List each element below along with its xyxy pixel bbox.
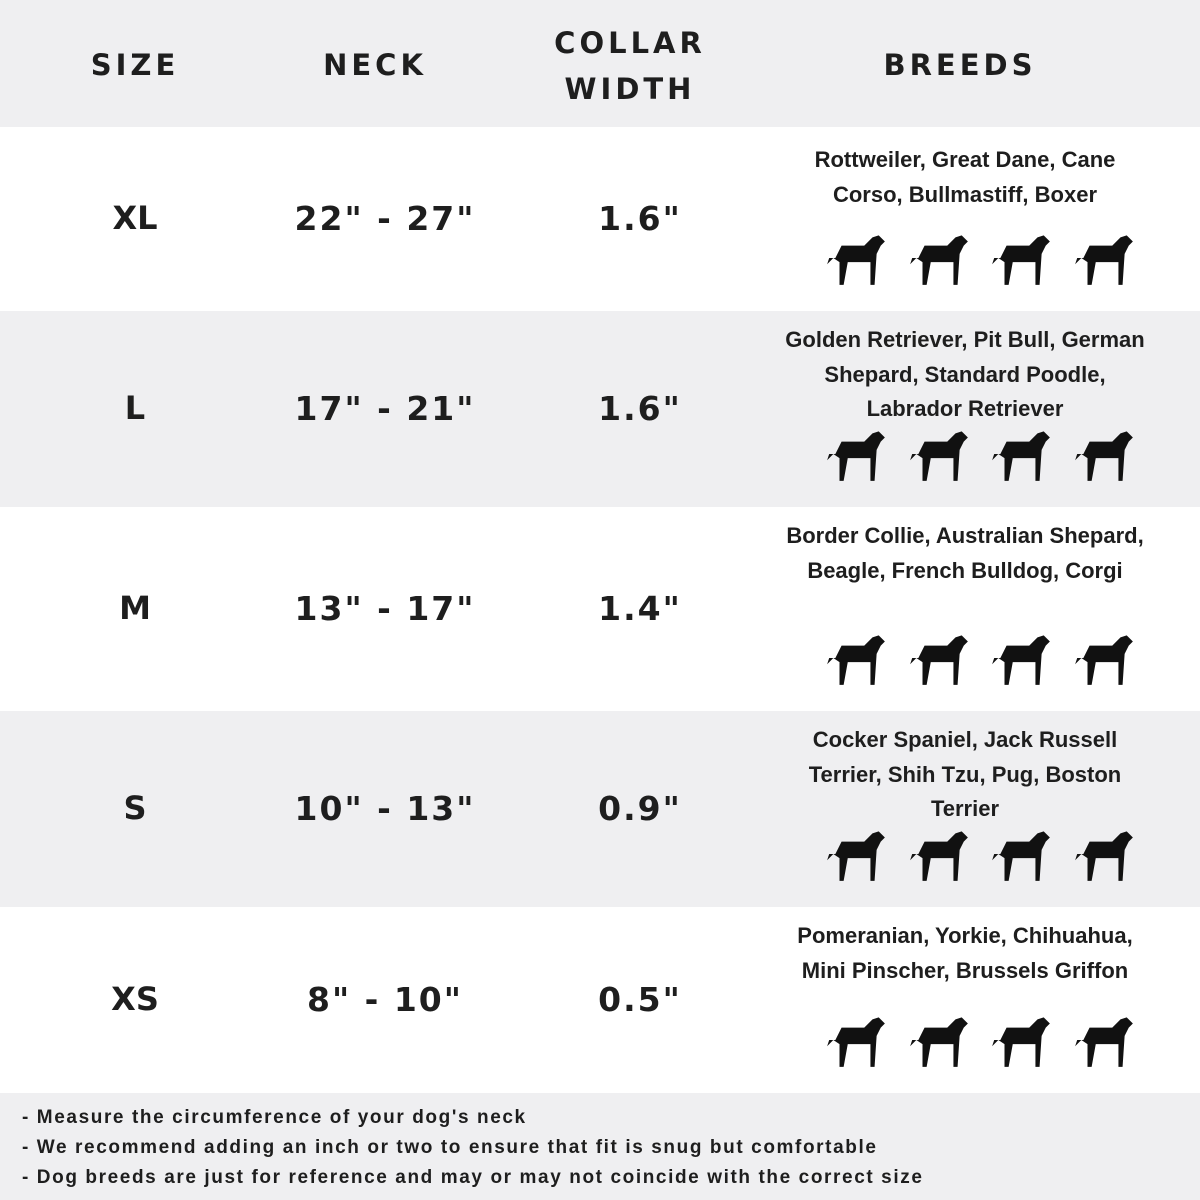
neck-range: 17" - 21" [294, 389, 476, 428]
dog-silhouettes [815, 817, 1145, 885]
pug-icon [1074, 831, 1133, 881]
table-header: SIZE NECK COLLAR WIDTH BREEDS [0, 0, 1200, 127]
corgi-icon [1074, 635, 1133, 685]
dog-silhouettes [815, 621, 1145, 689]
chihuahua-icon [992, 1017, 1051, 1067]
header-collar-width: COLLAR WIDTH [554, 26, 706, 106]
jack-russell-icon [909, 831, 968, 881]
breeds-list: Pomeranian, Yorkie, Chihuahua, Mini Pins… [797, 923, 1133, 983]
neck-range: 13" - 17" [294, 589, 476, 628]
size-value: S [123, 789, 147, 827]
french-bulldog-icon [992, 635, 1051, 685]
border-collie-icon [827, 635, 886, 685]
header-breeds: BREEDS [883, 48, 1037, 82]
beagle-icon [909, 635, 968, 685]
size-value: XL [112, 199, 158, 237]
note: - Measure the circumference of your dog'… [22, 1107, 527, 1128]
dog-silhouettes [815, 1003, 1145, 1071]
table-row: L 17" - 21" 1.6" Golden Retriever, Pit B… [0, 311, 1200, 507]
cocker-spaniel-icon [827, 831, 886, 881]
breeds-list: Cocker Spaniel, Jack Russell Terrier, Sh… [808, 727, 1122, 821]
german-shepherd-icon [1074, 431, 1133, 481]
table-row: S 10" - 13" 0.9" Cocker Spaniel, Jack Ru… [0, 711, 1200, 907]
labrador-icon [909, 431, 968, 481]
size-value: M [119, 589, 151, 627]
mini-pinscher-icon [1074, 1017, 1133, 1067]
note: - We recommend adding an inch or two to … [22, 1137, 878, 1158]
breeds-list: Golden Retriever, Pit Bull, German Shepa… [785, 327, 1145, 421]
dog-silhouettes [815, 417, 1145, 485]
size-value: L [124, 389, 146, 427]
neck-range: 10" - 13" [294, 789, 476, 828]
yorkie-icon [909, 1017, 968, 1067]
golden-retriever-icon [827, 431, 886, 481]
bullmastiff-icon [1074, 235, 1133, 285]
note: - Dog breeds are just for reference and … [22, 1167, 924, 1188]
table-row: XS 8" - 10" 0.5" Pomeranian, Yorkie, Chi… [0, 907, 1200, 1093]
rottweiler-icon [827, 235, 886, 285]
collar-width-value: 1.6" [598, 199, 682, 238]
neck-range: 8" - 10" [307, 980, 463, 1019]
collar-width-value: 0.5" [598, 980, 682, 1019]
breeds-list: Rottweiler, Great Dane, Cane Corso, Bull… [814, 147, 1116, 207]
dog-silhouettes [815, 221, 1145, 289]
notes-section: - Measure the circumference of your dog'… [0, 1093, 1200, 1200]
poodle-icon [992, 431, 1051, 481]
neck-range: 22" - 27" [294, 199, 476, 238]
collar-width-value: 1.4" [598, 589, 682, 628]
header-size: SIZE [90, 48, 180, 82]
great-dane-icon [909, 235, 968, 285]
breeds-list: Border Collie, Australian Shepard, Beagl… [786, 523, 1144, 583]
table-row: M 13" - 17" 1.4" Border Collie, Australi… [0, 507, 1200, 711]
doberman-icon [992, 235, 1051, 285]
collar-width-value: 1.6" [598, 389, 682, 428]
table-row: XL 22" - 27" 1.6" Rottweiler, Great Dane… [0, 127, 1200, 311]
header-neck: NECK [323, 48, 427, 82]
shih-tzu-icon [992, 831, 1051, 881]
pomeranian-icon [827, 1017, 886, 1067]
collar-width-value: 0.9" [598, 789, 682, 828]
size-value: XS [111, 980, 159, 1018]
